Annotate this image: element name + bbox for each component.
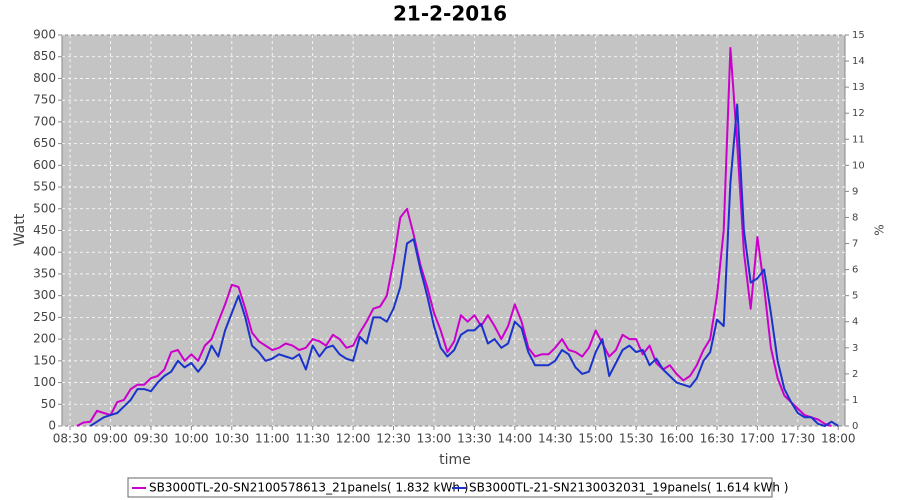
y2-tick-label: 11 (852, 134, 865, 145)
y2-tick-label: 9 (852, 186, 858, 197)
x-tick-label: 18:00 (821, 432, 856, 446)
x-tick-label: 09:30 (134, 432, 169, 446)
y-tick-label: 550 (33, 180, 56, 194)
series-line (76, 47, 832, 427)
x-tick-label: 15:30 (619, 432, 654, 446)
y-tick-label: 900 (33, 28, 56, 42)
x-tick-label: 14:00 (498, 432, 533, 446)
y-tick-label: 700 (33, 114, 56, 128)
x-tick-label: 13:30 (457, 432, 492, 446)
y2-tick-label: 6 (852, 265, 858, 276)
x-tick-label: 12:00 (336, 432, 371, 446)
x-tick-label: 10:00 (174, 432, 209, 446)
y-tick-label: 50 (41, 397, 56, 411)
y-tick-label: 200 (33, 332, 56, 346)
y-tick-label: 250 (33, 310, 56, 324)
y2-tick-label: 15 (852, 30, 865, 41)
x-tick-label: 17:30 (781, 432, 816, 446)
y2-tick-label: 2 (852, 369, 858, 380)
y-tick-label: 350 (33, 266, 56, 280)
x-tick-label: 16:00 (659, 432, 694, 446)
y-tick-label: 850 (33, 49, 56, 63)
y2-tick-label: 10 (852, 160, 865, 171)
x-tick-label: 12:30 (376, 432, 411, 446)
y-tick-label: 400 (33, 245, 56, 259)
y-tick-label: 750 (33, 93, 56, 107)
chart-title: 21-2-2016 (393, 2, 507, 26)
x-tick-label: 16:30 (700, 432, 735, 446)
x-tick-label: 09:00 (93, 432, 128, 446)
y2-tick-label: 0 (852, 421, 858, 432)
y-axis-label: Watt (12, 213, 28, 246)
x-tick-label: 08:30 (53, 432, 88, 446)
y-tick-label: 0 (48, 419, 56, 433)
y2-tick-label: 5 (852, 291, 858, 302)
y-tick-label: 150 (33, 353, 56, 367)
y2-tick-label: 1 (852, 395, 858, 406)
series-line (89, 103, 839, 427)
y2-tick-label: 13 (852, 82, 865, 93)
x-tick-label: 13:00 (417, 432, 452, 446)
legend (127, 477, 773, 498)
y-tick-label: 600 (33, 158, 56, 172)
legend-label: SB3000TL-21-SN2130032031_19panels( 1.614… (469, 481, 788, 495)
x-tick-label: 17:00 (740, 432, 775, 446)
y-tick-label: 300 (33, 288, 56, 302)
x-tick-label: 15:00 (578, 432, 613, 446)
y2-tick-label: 12 (852, 108, 865, 119)
y2-tick-label: 14 (852, 56, 865, 67)
y-tick-label: 800 (33, 71, 56, 85)
y2-tick-label: 7 (852, 239, 858, 250)
y2-axis-label: % (873, 224, 887, 235)
y-tick-label: 100 (33, 375, 56, 389)
y2-tick-label: 8 (852, 212, 858, 223)
y2-tick-label: 4 (852, 317, 858, 328)
y-tick-label: 500 (33, 201, 56, 215)
x-axis-label: time (439, 452, 471, 468)
x-tick-label: 14:30 (538, 432, 573, 446)
y-tick-label: 650 (33, 136, 56, 150)
legend-label: SB3000TL-20-SN2100578613_21panels( 1.832… (149, 481, 468, 495)
y-tick-label: 450 (33, 223, 56, 237)
x-tick-label: 11:30 (295, 432, 330, 446)
x-tick-label: 10:30 (215, 432, 250, 446)
x-tick-label: 11:00 (255, 432, 290, 446)
y2-tick-label: 3 (852, 343, 858, 354)
